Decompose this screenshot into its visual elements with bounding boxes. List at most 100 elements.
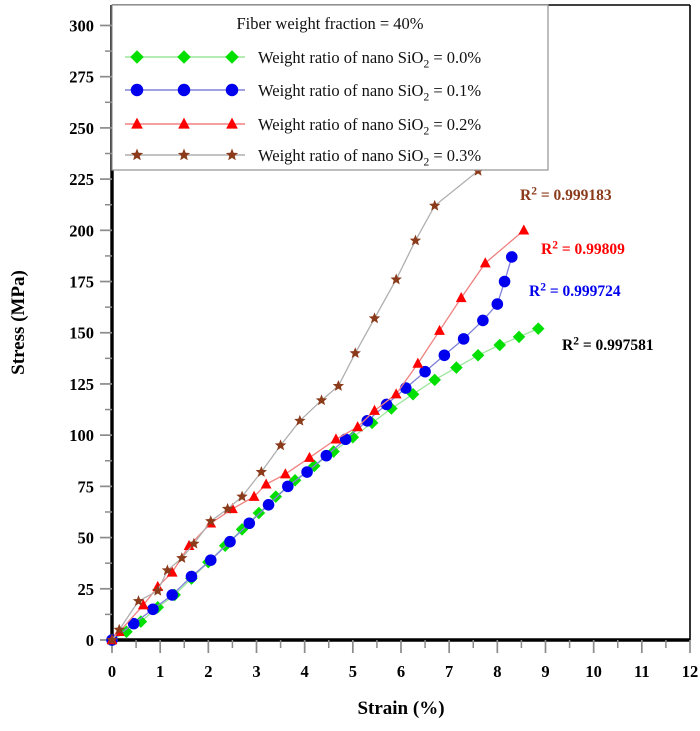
data-point-star [177,148,191,161]
data-point-triangle [137,599,149,610]
legend-label-subscript: 2 [423,157,429,169]
legend-label-suffix: = 0.2% [429,115,481,134]
legend-label-prefix: Weight ratio of nano SiO [258,146,424,165]
data-point-diamond [512,330,526,344]
data-point-circle [380,398,393,411]
axis-titles: Strain (%) Stress (MPa) [8,270,445,719]
legend-label-prefix: Weight ratio of nano SiO [258,48,424,67]
data-point-star [106,634,118,645]
data-point-circle [361,415,374,427]
data-point-circle [477,314,489,327]
data-point-triangle [412,357,424,368]
data-point-triangle [479,257,491,268]
legend-label-suffix: = 0.3% [429,146,481,165]
data-point-circle [262,499,275,511]
data-point-circle [166,589,179,601]
legend-entry-2[interactable]: Weight ratio of nano SiO2 = 0.2% [125,115,481,138]
data-point-circle [505,251,518,263]
y-tick-label: 125 [69,375,94,394]
data-point-diamond [493,338,507,352]
x-tick-label: 11 [634,662,650,681]
y-tick-label: 250 [69,119,94,138]
r2-value: = 0.999724 [546,283,621,300]
data-point-triangle [455,292,467,303]
r2-superscript: 2 [531,186,537,198]
data-point-star [113,623,125,635]
x-tick-label: 1 [156,662,164,681]
x-tick-label: 4 [301,662,309,681]
data-point-triangle [518,224,530,235]
y-axis-title: Stress (MPa) [8,270,29,375]
x-axis-tick-labels: 0 1 2 3 4 5 6 7 8 9 10 11 12 [108,662,698,681]
data-point-circle [498,275,511,288]
data-point-triangle [390,388,402,399]
y-tick-label: 175 [69,273,94,292]
data-point-triangle [369,404,380,415]
legend-entry-1[interactable]: Weight ratio of nano SiO2 = 0.1% [125,81,481,104]
axis-ticks [100,24,691,653]
r2-base: R [541,241,553,258]
data-point-circle [491,298,504,310]
x-axis-title: Strain (%) [357,698,444,719]
x-tick-label: 9 [541,662,549,681]
x-tick-label: 0 [108,662,116,681]
r2-value: = 0.997581 [579,337,654,354]
data-point-diamond [225,50,239,64]
data-point-circle [419,365,431,378]
y-tick-label: 50 [78,529,95,548]
x-tick-label: 8 [493,662,501,681]
x-tick-label: 10 [585,662,602,681]
data-point-star [390,273,402,285]
r2-superscript: 2 [573,336,579,348]
data-point-circle [438,349,451,362]
x-tick-label: 5 [349,662,357,681]
legend-label-subscript: 2 [423,59,429,71]
data-point-triangle [330,433,342,444]
data-point-diamond [450,361,463,374]
r2-annotation-0-3: R2 = 0.999183 [520,186,612,205]
x-tick-label: 7 [445,662,453,681]
data-point-star [315,394,328,406]
r2-value: = 0.999183 [537,187,612,204]
y-axis-tick-labels: 0 25 50 75 100 125 150 175 200 225 250 275 300 [69,16,94,650]
legend-entry-0[interactable]: Weight ratio of nano SiO2 = 0.0% [125,48,481,71]
data-point-diamond [327,445,340,458]
data-point-circle [339,433,352,446]
y-tick-label: 150 [69,324,94,343]
data-point-circle [127,617,140,630]
data-point-circle [225,83,239,97]
y-tick-label: 0 [86,631,94,650]
y-tick-label: 225 [69,170,94,189]
r2-base: R [520,187,532,204]
r2-annotation-0-2: R2 = 0.99809 [541,240,625,259]
data-point-triangle [434,324,445,335]
data-series-layer [105,164,545,647]
data-point-circle [457,333,470,345]
data-point-star [368,312,381,324]
legend-label-suffix: = 0.0% [429,48,481,67]
data-point-circle [204,554,217,566]
legend-title: Fiber weight fraction = 40% [236,14,423,33]
x-tick-label: 2 [204,662,212,681]
data-point-diamond [130,50,144,64]
data-point-triangle [178,117,190,129]
r2-annotation-0-1: R2 = 0.999724 [529,282,621,301]
legend-label-subscript: 2 [423,126,429,138]
legend-label-prefix: Weight ratio of nano SiO [258,81,424,100]
legend-entry-3[interactable]: Weight ratio of nano SiO2 = 0.3% [125,146,481,169]
legend-label: Weight ratio of nano SiO2 = 0.1% [258,81,481,104]
data-point-star [274,439,287,451]
data-point-circle [185,570,198,583]
data-point-circle [400,382,412,394]
data-point-diamond [385,402,398,415]
data-point-diamond [428,373,441,387]
data-point-circle [224,535,236,548]
r2-superscript: 2 [540,282,546,294]
r2-base: R [529,283,541,300]
data-point-triangle [304,451,315,462]
r2-value: = 0.99809 [558,241,625,258]
data-point-triangle [131,117,143,129]
